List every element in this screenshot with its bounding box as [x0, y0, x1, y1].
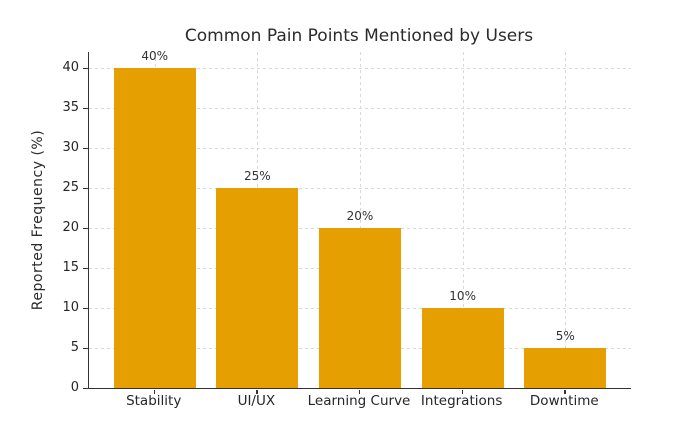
bar-downtime	[524, 348, 607, 388]
y-tick-mark	[83, 147, 88, 149]
y-tick-label: 40	[62, 60, 79, 75]
x-tick-label-learning-curve: Learning Curve	[307, 393, 411, 409]
x-tick-mark	[461, 389, 463, 394]
x-tick-label-integrations: Integrations	[420, 393, 503, 409]
y-tick-label: 0	[70, 380, 79, 395]
y-tick-mark	[83, 187, 88, 189]
bar-ui-ux	[216, 188, 299, 388]
bar-learning-curve	[318, 228, 402, 388]
bar-value-label: 5%	[555, 329, 575, 343]
y-tick-mark	[83, 347, 88, 349]
bar-value-label: 25%	[244, 169, 271, 183]
plot-area: 40% 25% 20% 10% 5%	[88, 49, 631, 389]
y-tick-label: 25	[62, 180, 79, 195]
x-tick-label-stability: Stability	[126, 393, 182, 409]
x-tick-mark	[564, 389, 566, 394]
chart-title: Common Pain Points Mentioned by Users	[184, 26, 534, 46]
y-tick-mark	[83, 307, 88, 309]
y-tick-label: 30	[62, 140, 79, 155]
bar-value-label: 10%	[449, 289, 476, 303]
x-tick-label-ui-ux: UI/UX	[237, 393, 276, 409]
bar-stability	[113, 68, 196, 388]
y-tick-mark	[83, 67, 88, 69]
x-tick-mark	[256, 389, 258, 394]
gridline-vertical	[565, 52, 567, 388]
y-tick-label: 35	[62, 100, 79, 115]
x-tick-label-downtime: Downtime	[529, 393, 599, 409]
bar-integrations	[421, 308, 504, 388]
y-tick-mark	[83, 107, 88, 109]
y-tick-mark	[83, 387, 88, 389]
y-tick-label: 5	[70, 340, 79, 355]
gridline-vertical	[462, 52, 464, 388]
x-tick-mark	[359, 389, 361, 394]
y-tick-mark	[83, 227, 88, 229]
bar-value-label: 40%	[141, 49, 169, 63]
x-tick-mark	[153, 389, 155, 394]
y-tick-label: 10	[62, 300, 79, 315]
gridline-vertical	[360, 52, 361, 388]
y-tick-label: 20	[62, 220, 79, 235]
y-tick-label: 15	[62, 260, 79, 275]
bar-value-label: 20%	[346, 209, 374, 223]
y-tick-mark	[83, 267, 88, 269]
